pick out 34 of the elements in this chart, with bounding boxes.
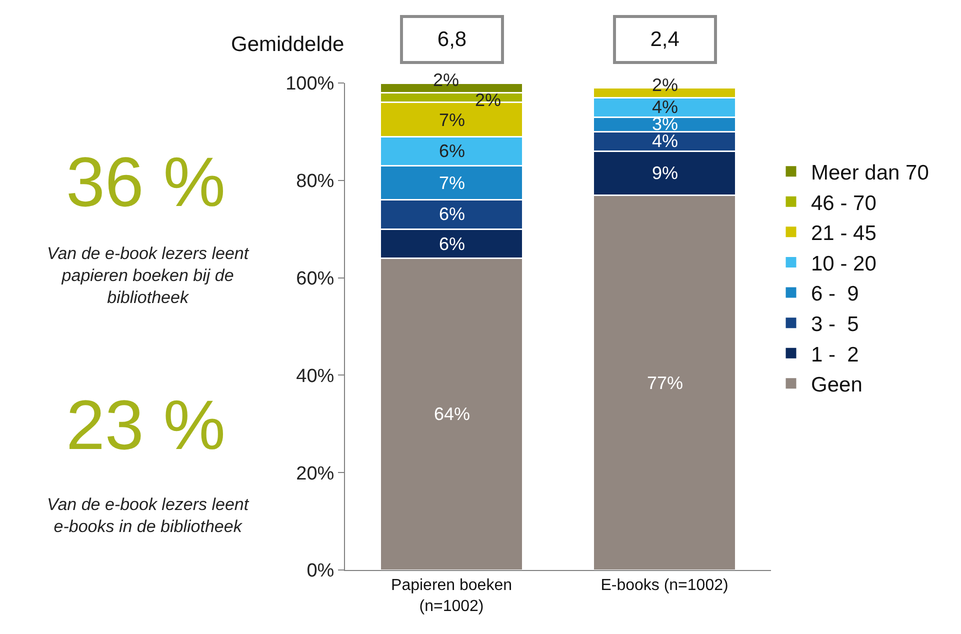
legend-label: 10 - 20 — [811, 252, 876, 276]
data-label: 6% — [439, 234, 466, 254]
text: Gemiddelde — [231, 33, 344, 56]
data-label: 77% — [647, 373, 684, 393]
data-label: 4% — [652, 131, 678, 151]
data-label: 9% — [652, 163, 678, 183]
y-tick-label: 100% — [286, 74, 334, 95]
data-label: 4% — [652, 97, 678, 117]
x-tick-label: E-books (n=1002) — [600, 577, 728, 594]
legend-label: 3 - 5 — [811, 313, 859, 336]
data-label: 6% — [439, 141, 466, 161]
text: 6,8 — [437, 28, 467, 51]
legend-label: Geen — [811, 374, 862, 397]
text: 2,4 — [650, 28, 680, 51]
y-tick-label: 20% — [296, 463, 334, 484]
text: Van de e-book lezers leent e-books in de bibliotheek — [47, 495, 250, 536]
legend-label: 6 - 9 — [811, 282, 859, 306]
data-label: 7% — [439, 110, 466, 130]
y-tick-label: 60% — [296, 268, 334, 290]
data-label: 64% — [434, 404, 470, 424]
text: 36 % — [66, 143, 226, 221]
data-label: 3% — [652, 114, 678, 134]
data-label: 6% — [439, 204, 466, 224]
legend-label: 21 - 45 — [811, 222, 876, 246]
y-tick-label: 40% — [296, 366, 334, 387]
y-tick-label: 80% — [296, 171, 334, 192]
text: 23 % — [66, 386, 226, 464]
data-label: 7% — [439, 173, 466, 193]
legend-label: 1 - 2 — [811, 343, 859, 366]
x-tick-label: Papieren boeken (n=1002) — [391, 577, 512, 615]
legend-label: Meer dan 70 — [811, 162, 929, 185]
legend-label: 46 - 70 — [811, 192, 876, 215]
text: Van de e-book lezers leent papieren boeken bij de bibliotheek — [47, 244, 250, 308]
y-tick-label: 0% — [306, 560, 334, 582]
